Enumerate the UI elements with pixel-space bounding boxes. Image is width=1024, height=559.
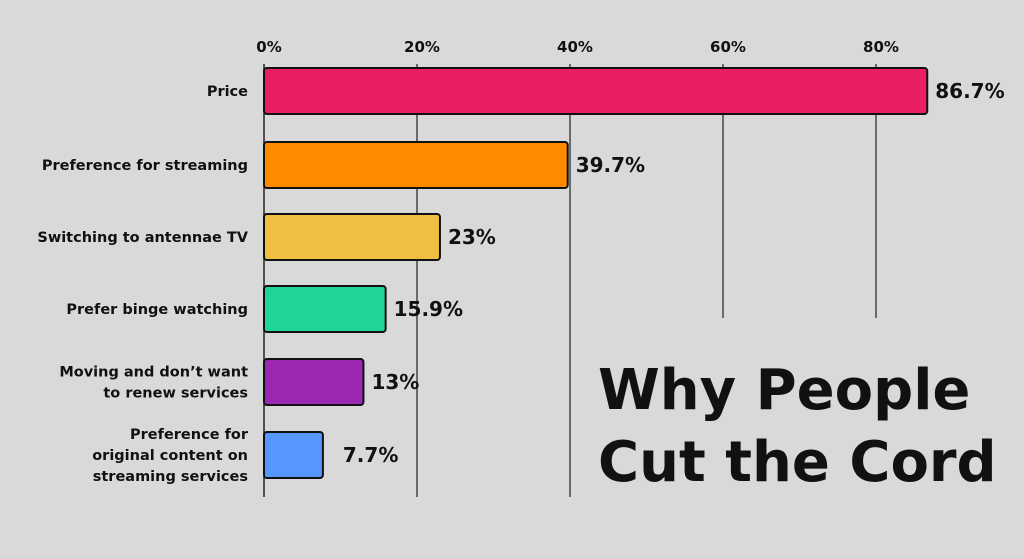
category-label-1: Preference for streaming [42,158,248,174]
category-label-5: Preference for original content on streami… [92,427,249,485]
category-labels: Price Preference for streaming Switching t… [37,84,248,485]
value-labels: 86.7% 39.7% 23% 15.9% 13% 7.7% [343,79,1005,467]
category-label-2: Switching to antennae TV [37,230,248,246]
value-label-1: 39.7% [576,153,645,177]
category-label-3: Prefer binge watching [66,302,248,318]
value-label-0: 86.7% [935,79,1004,103]
category-label-0: Price [207,84,248,100]
title-line-1: Cut the Cord [598,430,997,495]
value-label-2: 23% [448,225,496,249]
x-tick-label-0: 0% [256,38,281,56]
value-label-5: 7.7% [343,443,398,467]
x-tick-label-80: 80% [863,38,899,56]
bar-5 [263,431,324,479]
bar-3 [263,285,387,333]
title-line-0: Why People [598,358,970,423]
x-tick-label-40: 40% [557,38,593,56]
bar-4 [263,358,365,406]
bar-2 [263,213,441,261]
bar-1 [263,141,569,189]
x-tick-label-60: 60% [710,38,746,56]
x-tick-label-20: 20% [404,38,440,56]
x-axis-ticks: 0% 20% 40% 60% 80% [256,38,899,56]
chart-title: Why People Cut the Cord [598,358,997,495]
bar-0 [263,67,929,115]
category-label-4: Moving and don’t want to renew services [59,365,248,402]
value-label-4: 13% [371,370,419,394]
value-label-3: 15.9% [394,297,463,321]
bars [263,67,929,479]
